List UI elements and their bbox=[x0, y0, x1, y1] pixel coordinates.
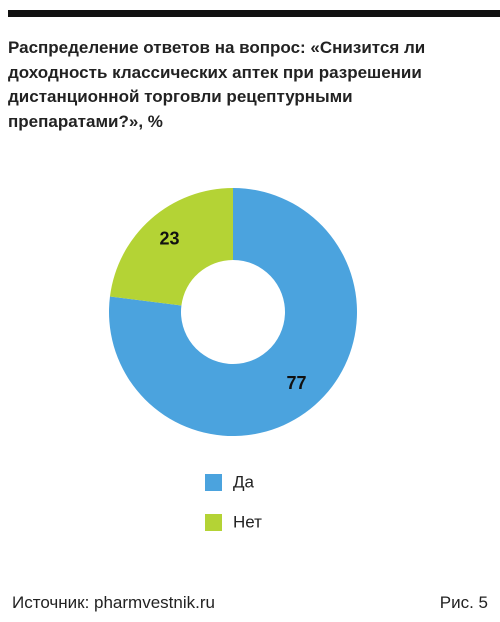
legend-swatch bbox=[205, 474, 222, 491]
data-label: 77 bbox=[286, 373, 306, 393]
legend-swatch bbox=[205, 514, 222, 531]
chart: 77 Да 23 Нет bbox=[109, 188, 358, 531]
donut-segment bbox=[109, 188, 233, 306]
top-bar bbox=[8, 10, 500, 17]
source: Источник: pharmvestnik.ru bbox=[12, 593, 215, 612]
legend-label: Да bbox=[233, 472, 255, 491]
donut-segment bbox=[109, 188, 358, 436]
chart-title: Распределение ответов на вопрос: «Снизит… bbox=[8, 38, 426, 131]
figure-label: Рис. 5 bbox=[439, 593, 488, 612]
legend-label: Нет bbox=[233, 512, 262, 531]
data-label: 23 bbox=[159, 229, 179, 249]
